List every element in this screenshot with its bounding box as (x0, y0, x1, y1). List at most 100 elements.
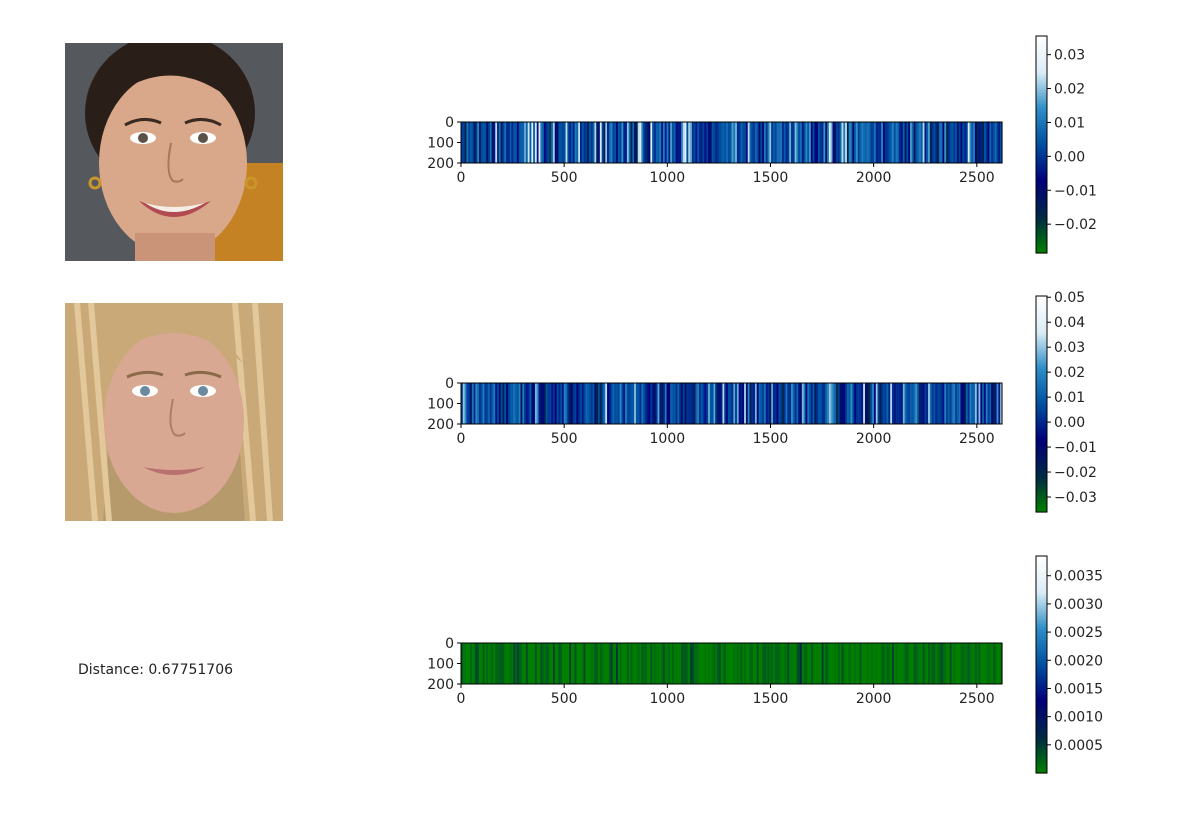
colorbar-segment (1036, 713, 1047, 717)
colorbar-segment (1036, 171, 1047, 175)
heatmap-column (791, 643, 794, 684)
heatmap-column (740, 122, 743, 163)
heatmap-panel-1: 0 500 1000 1500 2000 250001002000.030.020.010… (427, 35, 1097, 254)
colorbar-tick-label: 0.02 (1054, 82, 1085, 98)
heatmap-column (628, 643, 632, 684)
colorbar-segment (1036, 63, 1047, 67)
colorbar-tick-label: 0.0010 (1054, 710, 1103, 726)
heatmap-column (769, 122, 772, 163)
colorbar-segment (1036, 607, 1047, 611)
heatmap-column (599, 122, 603, 163)
heatmap-column (906, 383, 909, 424)
heatmap-column (581, 383, 585, 424)
heatmap-column (646, 383, 650, 424)
heatmap-column (679, 122, 682, 163)
heatmap-column (525, 122, 529, 163)
heatmap-column (861, 122, 864, 163)
heatmap-column (493, 643, 496, 684)
colorbar-segment (1036, 185, 1047, 189)
heatmap-column (772, 643, 776, 684)
heatmap-column (765, 643, 769, 684)
heatmap-column (608, 643, 612, 684)
heatmap-column (462, 122, 466, 163)
colorbar-segment (1036, 724, 1047, 728)
heatmap-column (823, 383, 826, 424)
heatmap-column (715, 643, 718, 684)
heatmap-column (796, 383, 799, 424)
heatmap-column (962, 122, 965, 163)
heatmap-column (859, 383, 862, 424)
heatmap-column (491, 383, 495, 424)
heatmap-column (661, 383, 664, 424)
heatmap-column (839, 643, 843, 684)
colorbar-segment (1036, 743, 1047, 747)
heatmap-column (735, 643, 738, 684)
heatmap-column (552, 383, 556, 424)
colorbar-segment (1036, 705, 1047, 709)
heatmap-column (783, 643, 787, 684)
colorbar-segment (1036, 109, 1047, 113)
colorbar-segment (1036, 740, 1047, 744)
heatmap-column (832, 643, 835, 684)
heatmap-column (590, 383, 594, 424)
colorbar-segment (1036, 751, 1047, 755)
heatmap-column (758, 122, 761, 163)
heatmap-column (498, 383, 502, 424)
heatmap-column (735, 383, 738, 424)
heatmap-column (607, 383, 610, 424)
heatmap-column (828, 383, 832, 424)
colorbar-segment (1036, 487, 1047, 491)
heatmap-column (913, 122, 917, 163)
heatmap-column (552, 122, 556, 163)
heatmap-column (917, 383, 920, 424)
heatmap-column (791, 122, 794, 163)
heatmap-column (875, 643, 879, 684)
heatmap-column (607, 643, 610, 684)
colorbar-segment (1036, 206, 1047, 211)
heatmap-column (538, 383, 541, 424)
heatmap-column (536, 383, 540, 424)
heatmap-column (740, 383, 743, 424)
colorbar-segment (1036, 637, 1047, 641)
heatmap-column (630, 643, 633, 684)
colorbar-segment (1036, 420, 1047, 424)
heatmap-column (738, 122, 742, 163)
heatmap-column (713, 383, 716, 424)
heatmap-column (873, 643, 877, 684)
heatmap-column (628, 122, 632, 163)
heatmap-column (805, 122, 808, 163)
heatmap-column (828, 122, 832, 163)
colorbar-tick-label: 0.01 (1054, 115, 1085, 131)
colorbar-segment (1036, 460, 1047, 464)
heatmap-column (735, 122, 738, 163)
heatmap-column (935, 643, 938, 684)
heatmap-column (942, 122, 945, 163)
heatmap-column (783, 383, 787, 424)
heatmap-column (781, 643, 785, 684)
heatmap-column (971, 383, 974, 424)
heatmap-column (982, 643, 985, 684)
heatmap-column (690, 643, 693, 684)
heatmap-column (747, 643, 751, 684)
heatmap-column (461, 122, 464, 163)
heatmap-column (491, 122, 495, 163)
heatmap-column (744, 122, 747, 163)
heatmap-column (690, 383, 693, 424)
heatmap-column (556, 383, 559, 424)
colorbar-segment (1036, 678, 1047, 682)
colorbar-segment (1036, 103, 1047, 108)
heatmap-column (632, 643, 635, 684)
x-tick-label: 1500 (753, 170, 789, 186)
heatmap-column (798, 122, 801, 163)
colorbar-segment (1036, 493, 1047, 497)
heatmap-column (468, 383, 471, 424)
heatmap-column (592, 643, 596, 684)
heatmap-column (987, 122, 990, 163)
heatmap-column (632, 122, 635, 163)
heatmap-column (561, 383, 565, 424)
colorbar-segment (1036, 239, 1047, 243)
colorbar-segment (1036, 455, 1047, 459)
heatmap-column (722, 643, 725, 684)
colorbar-segment (1036, 347, 1047, 351)
colorbar-segment (1036, 336, 1047, 340)
